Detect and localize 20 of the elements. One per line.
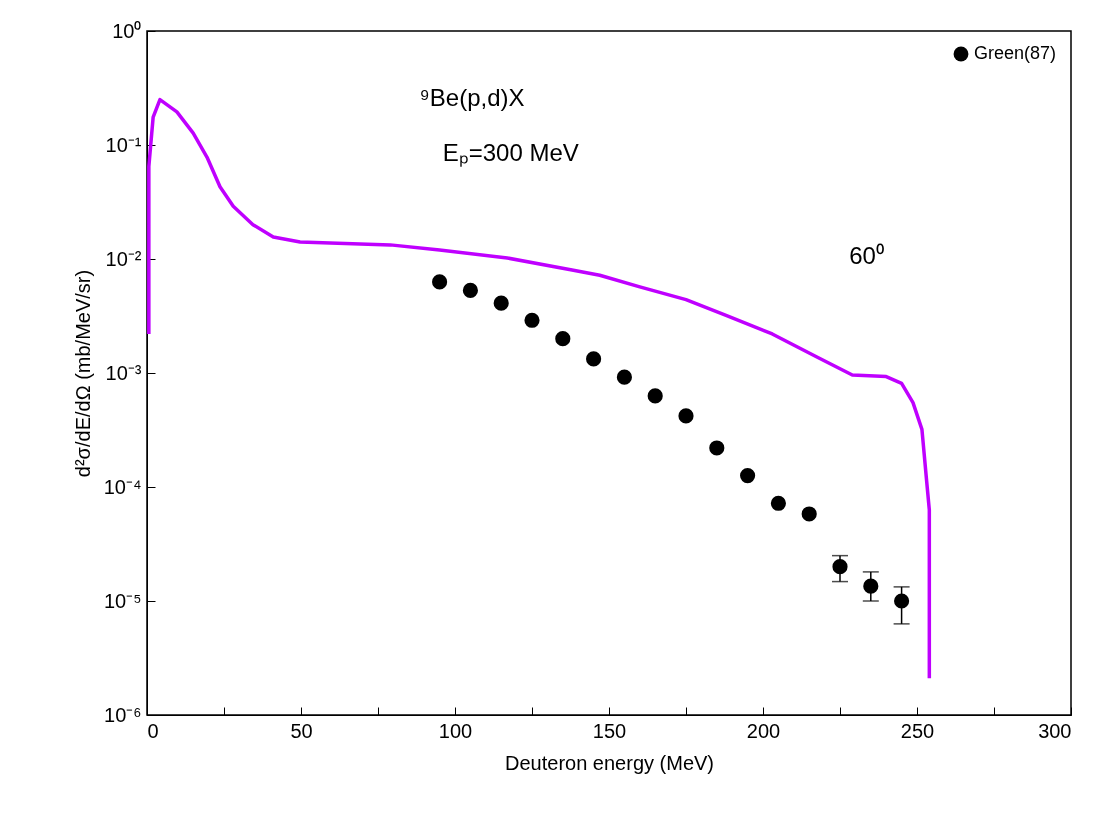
x-tick-label: 100 [438,719,473,742]
y-tick-label: 10⁻⁵ [103,589,142,612]
annotation: Eₚ=300 MeV [442,139,579,168]
annotation: 60⁰ [849,241,884,269]
x-axis-title: Deuteron energy (MeV) [505,751,714,774]
y-axis-title: d²σ/dE/dΩ (mb/MeV/sr) [71,269,94,478]
x-tick-label: 0 [147,719,159,742]
x-tick-label: 250 [900,719,935,742]
y-tick-label: 10⁰ [112,19,142,42]
legend-label: Green(87) [974,43,1057,63]
y-tick-label: 10⁻² [105,247,142,270]
y-tick-label: 10⁻⁶ [104,703,142,726]
x-tick-label: 50 [290,719,313,742]
x-tick-label: 300 [1038,719,1072,742]
x-tick-label: 200 [746,719,781,742]
annotation: ⁹Be(p,d)X [419,84,525,112]
y-tick-label: 10⁻³ [105,361,142,384]
x-tick-label: 150 [592,719,627,742]
y-tick-label: 10⁻⁴ [103,475,142,498]
y-tick-label: 10⁻¹ [105,133,142,156]
